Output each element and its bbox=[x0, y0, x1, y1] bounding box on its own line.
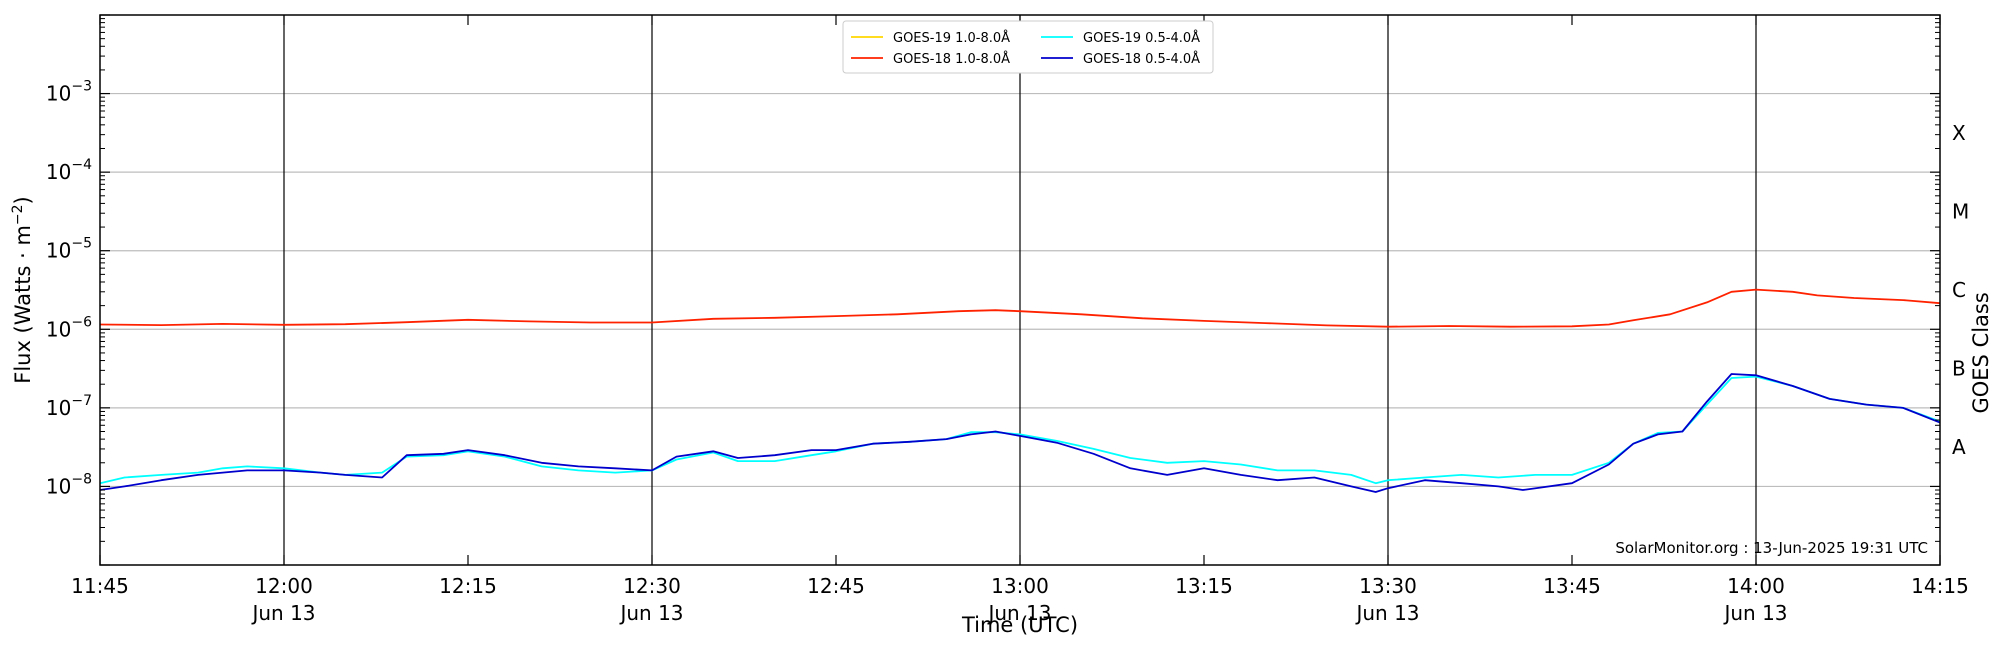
y-tick-label: 10−8 bbox=[46, 471, 92, 498]
x-tick-date-label: Jun 13 bbox=[986, 601, 1051, 625]
legend-label: GOES-18 0.5-4.0Å bbox=[1083, 51, 1200, 67]
x-tick-label: 13:45 bbox=[1543, 574, 1601, 598]
y-axis-label-prefix: Flux (Watts · m bbox=[11, 225, 35, 384]
x-tick-label: 13:30 bbox=[1359, 574, 1417, 598]
x-tick-label: 12:30 bbox=[623, 574, 681, 598]
x-tick-date-label: Jun 13 bbox=[250, 601, 315, 625]
legend-label: GOES-19 0.5-4.0Å bbox=[1083, 30, 1200, 46]
x-tick-date-label: Jun 13 bbox=[1722, 601, 1787, 625]
y-axis-label-exponent: −2 bbox=[10, 204, 26, 225]
x-axis-label: Time (UTC) bbox=[961, 613, 1078, 637]
y-tick-base: 10 bbox=[46, 474, 71, 498]
series-layer bbox=[99, 288, 1941, 493]
x-tick-date-label: Jun 13 bbox=[618, 601, 683, 625]
y-tick-label: 10−4 bbox=[46, 157, 92, 184]
y-tick-base: 10 bbox=[46, 317, 71, 341]
legend: GOES-19 1.0-8.0Å GOES-19 0.5-4.0Å GOES-18 … bbox=[842, 20, 1214, 74]
y-tick-exponent: −3 bbox=[71, 79, 92, 95]
x-tick-label: 13:15 bbox=[1175, 574, 1233, 598]
goes-class-axis-label: GOES Class bbox=[1969, 292, 1993, 413]
y-tick-exponent: −6 bbox=[71, 314, 92, 330]
legend-label: GOES-18 1.0-8.0Å bbox=[893, 51, 1010, 67]
series-line bbox=[99, 288, 1941, 328]
goes-class-label: B bbox=[1952, 357, 1966, 381]
legend-label: GOES-19 1.0-8.0Å bbox=[893, 30, 1010, 46]
goes-class-labels: A B C M X bbox=[1952, 121, 1969, 459]
y-tick-base: 10 bbox=[46, 82, 71, 106]
y-axis-label: Flux (Watts · m−2) bbox=[10, 196, 35, 384]
y-axis-label-suffix: ) bbox=[11, 196, 35, 204]
series-line bbox=[99, 373, 1941, 493]
legend-box bbox=[842, 20, 1214, 74]
x-tick-label: 12:00 bbox=[255, 574, 313, 598]
x-tick-label: 11:45 bbox=[71, 574, 129, 598]
goes-class-label: M bbox=[1952, 199, 1969, 223]
tick-layer bbox=[99, 14, 1941, 566]
y-tick-exponent: −7 bbox=[71, 393, 92, 409]
goes-class-label: A bbox=[1952, 435, 1966, 459]
goes-class-label: X bbox=[1952, 121, 1966, 145]
x-tick-labels: 11:45 12:00 Jun 13 12:15 12:30 Jun 13 12:45 13:… bbox=[71, 574, 1969, 625]
y-tick-exponent: −8 bbox=[71, 471, 92, 487]
y-tick-label: 10−7 bbox=[46, 393, 92, 420]
y-tick-exponent: −4 bbox=[71, 157, 92, 173]
credit-text: SolarMonitor.org : 13-Jun-2025 19:31 UTC bbox=[1615, 539, 1928, 557]
x-tick-label: 14:15 bbox=[1911, 574, 1969, 598]
x-tick-label: 12:45 bbox=[807, 574, 865, 598]
goes-class-label: C bbox=[1952, 278, 1966, 302]
x-tick-label: 12:15 bbox=[439, 574, 497, 598]
y-tick-exponent: −5 bbox=[71, 236, 92, 252]
y-tick-base: 10 bbox=[46, 239, 71, 263]
x-tick-label: 13:00 bbox=[991, 574, 1049, 598]
y-tick-label: 10−6 bbox=[46, 314, 92, 341]
y-tick-base: 10 bbox=[46, 160, 71, 184]
x-tick-date-label: Jun 13 bbox=[1354, 601, 1419, 625]
y-tick-label: 10−5 bbox=[46, 236, 92, 263]
y-tick-base: 10 bbox=[46, 396, 71, 420]
x-tick-label: 14:00 bbox=[1727, 574, 1785, 598]
y-tick-label: 10−3 bbox=[46, 79, 92, 106]
y-tick-labels: 10−810−710−610−510−410−3 bbox=[46, 79, 92, 499]
